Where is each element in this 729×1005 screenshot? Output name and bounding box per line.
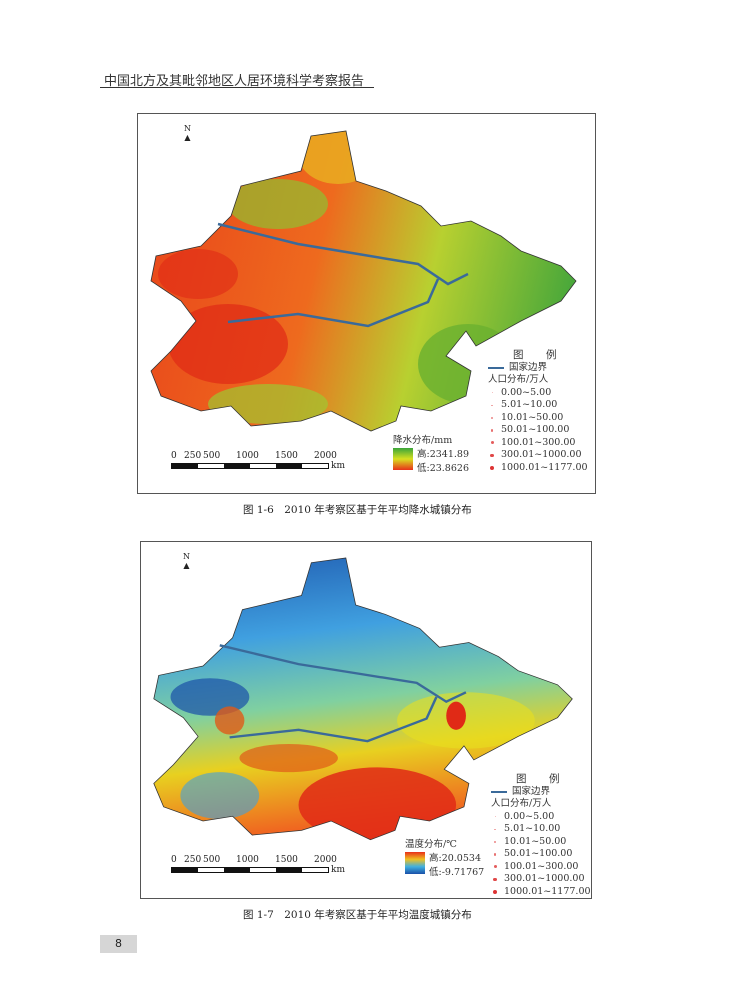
population-dot-icon	[490, 453, 494, 457]
legend-class-label: 5.01~10.00	[501, 399, 558, 410]
population-dot-icon	[489, 465, 495, 470]
ramp-title: 温度分布/℃	[405, 839, 457, 850]
legend-class: 0.00~5.00	[491, 811, 591, 824]
legend-class: 1000.01~1177.00	[491, 886, 591, 899]
legend-class-label: 10.01~50.00	[504, 835, 567, 847]
scale-tick: 250	[184, 855, 202, 865]
scale-tick: 0	[171, 855, 177, 865]
population-dot-icon	[491, 416, 493, 419]
national-border	[219, 644, 467, 704]
precipitation-ramp: 降水分布/mm 高:2341.89 低:23.8626	[393, 432, 469, 474]
temperature-map-figure: N ▲ 温度分布/℃ 高:20.0534 低:-9.71767 图 例 国家边界 …	[140, 541, 592, 899]
map-legend: 图 例 国家边界 人口分布/万人 0.00~5.00 5.01~10.00 10.0…	[491, 773, 591, 898]
ramp-swatch	[405, 852, 425, 874]
scale-unit: km	[331, 865, 345, 875]
population-dot-icon	[492, 889, 498, 894]
page-number: 8	[100, 935, 137, 953]
figure-caption: 图 1-7 2010 年考察区基于年平均温度城镇分布	[243, 909, 472, 921]
population-dot-icon	[494, 816, 496, 818]
legend-class: 10.01~50.00	[491, 836, 591, 849]
border-line-icon	[488, 366, 504, 369]
scale-bar: 0 250 500 1000 1500 2000 km	[171, 855, 345, 875]
legend-pop-title: 人口分布/万人	[488, 374, 549, 385]
legend-class: 100.01~300.00	[491, 861, 591, 874]
scale-tick: 0	[171, 451, 177, 461]
ramp-low: 低:-9.71767	[429, 867, 485, 878]
legend-title: 图 例	[516, 773, 566, 785]
legend-class-label: 50.01~100.00	[501, 424, 570, 435]
ramp-high: 高:2341.89	[417, 449, 469, 460]
scale-tick: 1500	[275, 855, 298, 865]
scale-tick: 500	[203, 451, 221, 461]
legend-class-label: 100.01~300.00	[504, 860, 579, 872]
population-dot-icon	[494, 840, 496, 843]
legend-class-label: 50.01~100.00	[504, 848, 573, 859]
scale-tick: 1500	[275, 451, 298, 461]
ramp-title: 降水分布/mm	[393, 435, 453, 446]
scale-tick: 2000	[314, 451, 337, 461]
scale-tick: 1000	[236, 855, 259, 865]
map-legend: 图 例 国家边界 人口分布/万人 0.00~5.00 5.01~10.00 10.0…	[488, 349, 588, 474]
legend-class-label: 1000.01~1177.00	[504, 885, 591, 897]
ramp-high: 高:20.0534	[429, 853, 481, 864]
legend-class-label: 5.01~10.00	[504, 823, 561, 834]
precipitation-map-figure: N ▲ 降水分布/mm 高:2341.89 低:23.8626 图 例 国家边界 …	[137, 113, 596, 494]
population-dot-icon	[494, 828, 496, 830]
legend-class: 0.00~5.00	[488, 387, 588, 400]
legend-class-label: 10.01~50.00	[501, 411, 564, 423]
legend-pop-title: 人口分布/万人	[491, 798, 552, 809]
ramp-swatch	[393, 448, 413, 470]
legend-class-label: 300.01~1000.00	[504, 873, 585, 884]
legend-class: 10.01~50.00	[488, 412, 588, 425]
scale-tick: 500	[203, 855, 221, 865]
border-line-icon	[491, 790, 507, 793]
header-rule	[100, 87, 374, 88]
legend-class: 300.01~1000.00	[491, 873, 591, 886]
scale-bar: 0 250 500 1000 1500 2000 km	[171, 451, 345, 471]
legend-class: 100.01~300.00	[488, 437, 588, 450]
population-dot-icon	[491, 404, 493, 406]
legend-class: 5.01~10.00	[488, 399, 588, 412]
population-dot-icon	[493, 865, 497, 869]
temperature-map	[153, 557, 573, 841]
legend-class-label: 0.00~5.00	[504, 810, 555, 822]
legend-border-label: 国家边界	[509, 361, 548, 373]
scale-tick: 2000	[314, 855, 337, 865]
population-dot-icon	[490, 441, 494, 445]
north-arrow-icon: N ▲	[184, 124, 191, 142]
legend-class-label: 100.01~300.00	[501, 436, 576, 448]
population-dot-icon	[493, 877, 497, 881]
legend-class: 1000.01~1177.00	[488, 462, 588, 475]
scale-tick: 250	[184, 451, 202, 461]
population-dot-icon	[491, 392, 493, 394]
national-border	[217, 222, 469, 286]
legend-class-label: 300.01~1000.00	[501, 449, 582, 460]
legend-title: 图 例	[513, 349, 563, 361]
scale-unit: km	[331, 461, 345, 471]
legend-class-label: 1000.01~1177.00	[501, 461, 588, 473]
ramp-low: 低:23.8626	[417, 463, 469, 474]
figure-caption: 图 1-6 2010 年考察区基于年平均降水城镇分布	[243, 504, 472, 516]
north-arrow-icon: N ▲	[183, 552, 190, 570]
legend-class-label: 0.00~5.00	[501, 386, 552, 398]
legend-class: 5.01~10.00	[491, 823, 591, 836]
running-header: 中国北方及其毗邻地区人居环境科学考察报告	[104, 74, 365, 89]
legend-class: 50.01~100.00	[488, 424, 588, 437]
population-dot-icon	[490, 429, 494, 432]
scale-tick: 1000	[236, 451, 259, 461]
legend-class: 300.01~1000.00	[488, 449, 588, 462]
population-dot-icon	[493, 853, 497, 856]
temperature-ramp: 温度分布/℃ 高:20.0534 低:-9.71767	[405, 836, 484, 878]
precipitation-map	[150, 130, 577, 432]
legend-class: 50.01~100.00	[491, 848, 591, 861]
legend-border-label: 国家边界	[512, 785, 551, 797]
